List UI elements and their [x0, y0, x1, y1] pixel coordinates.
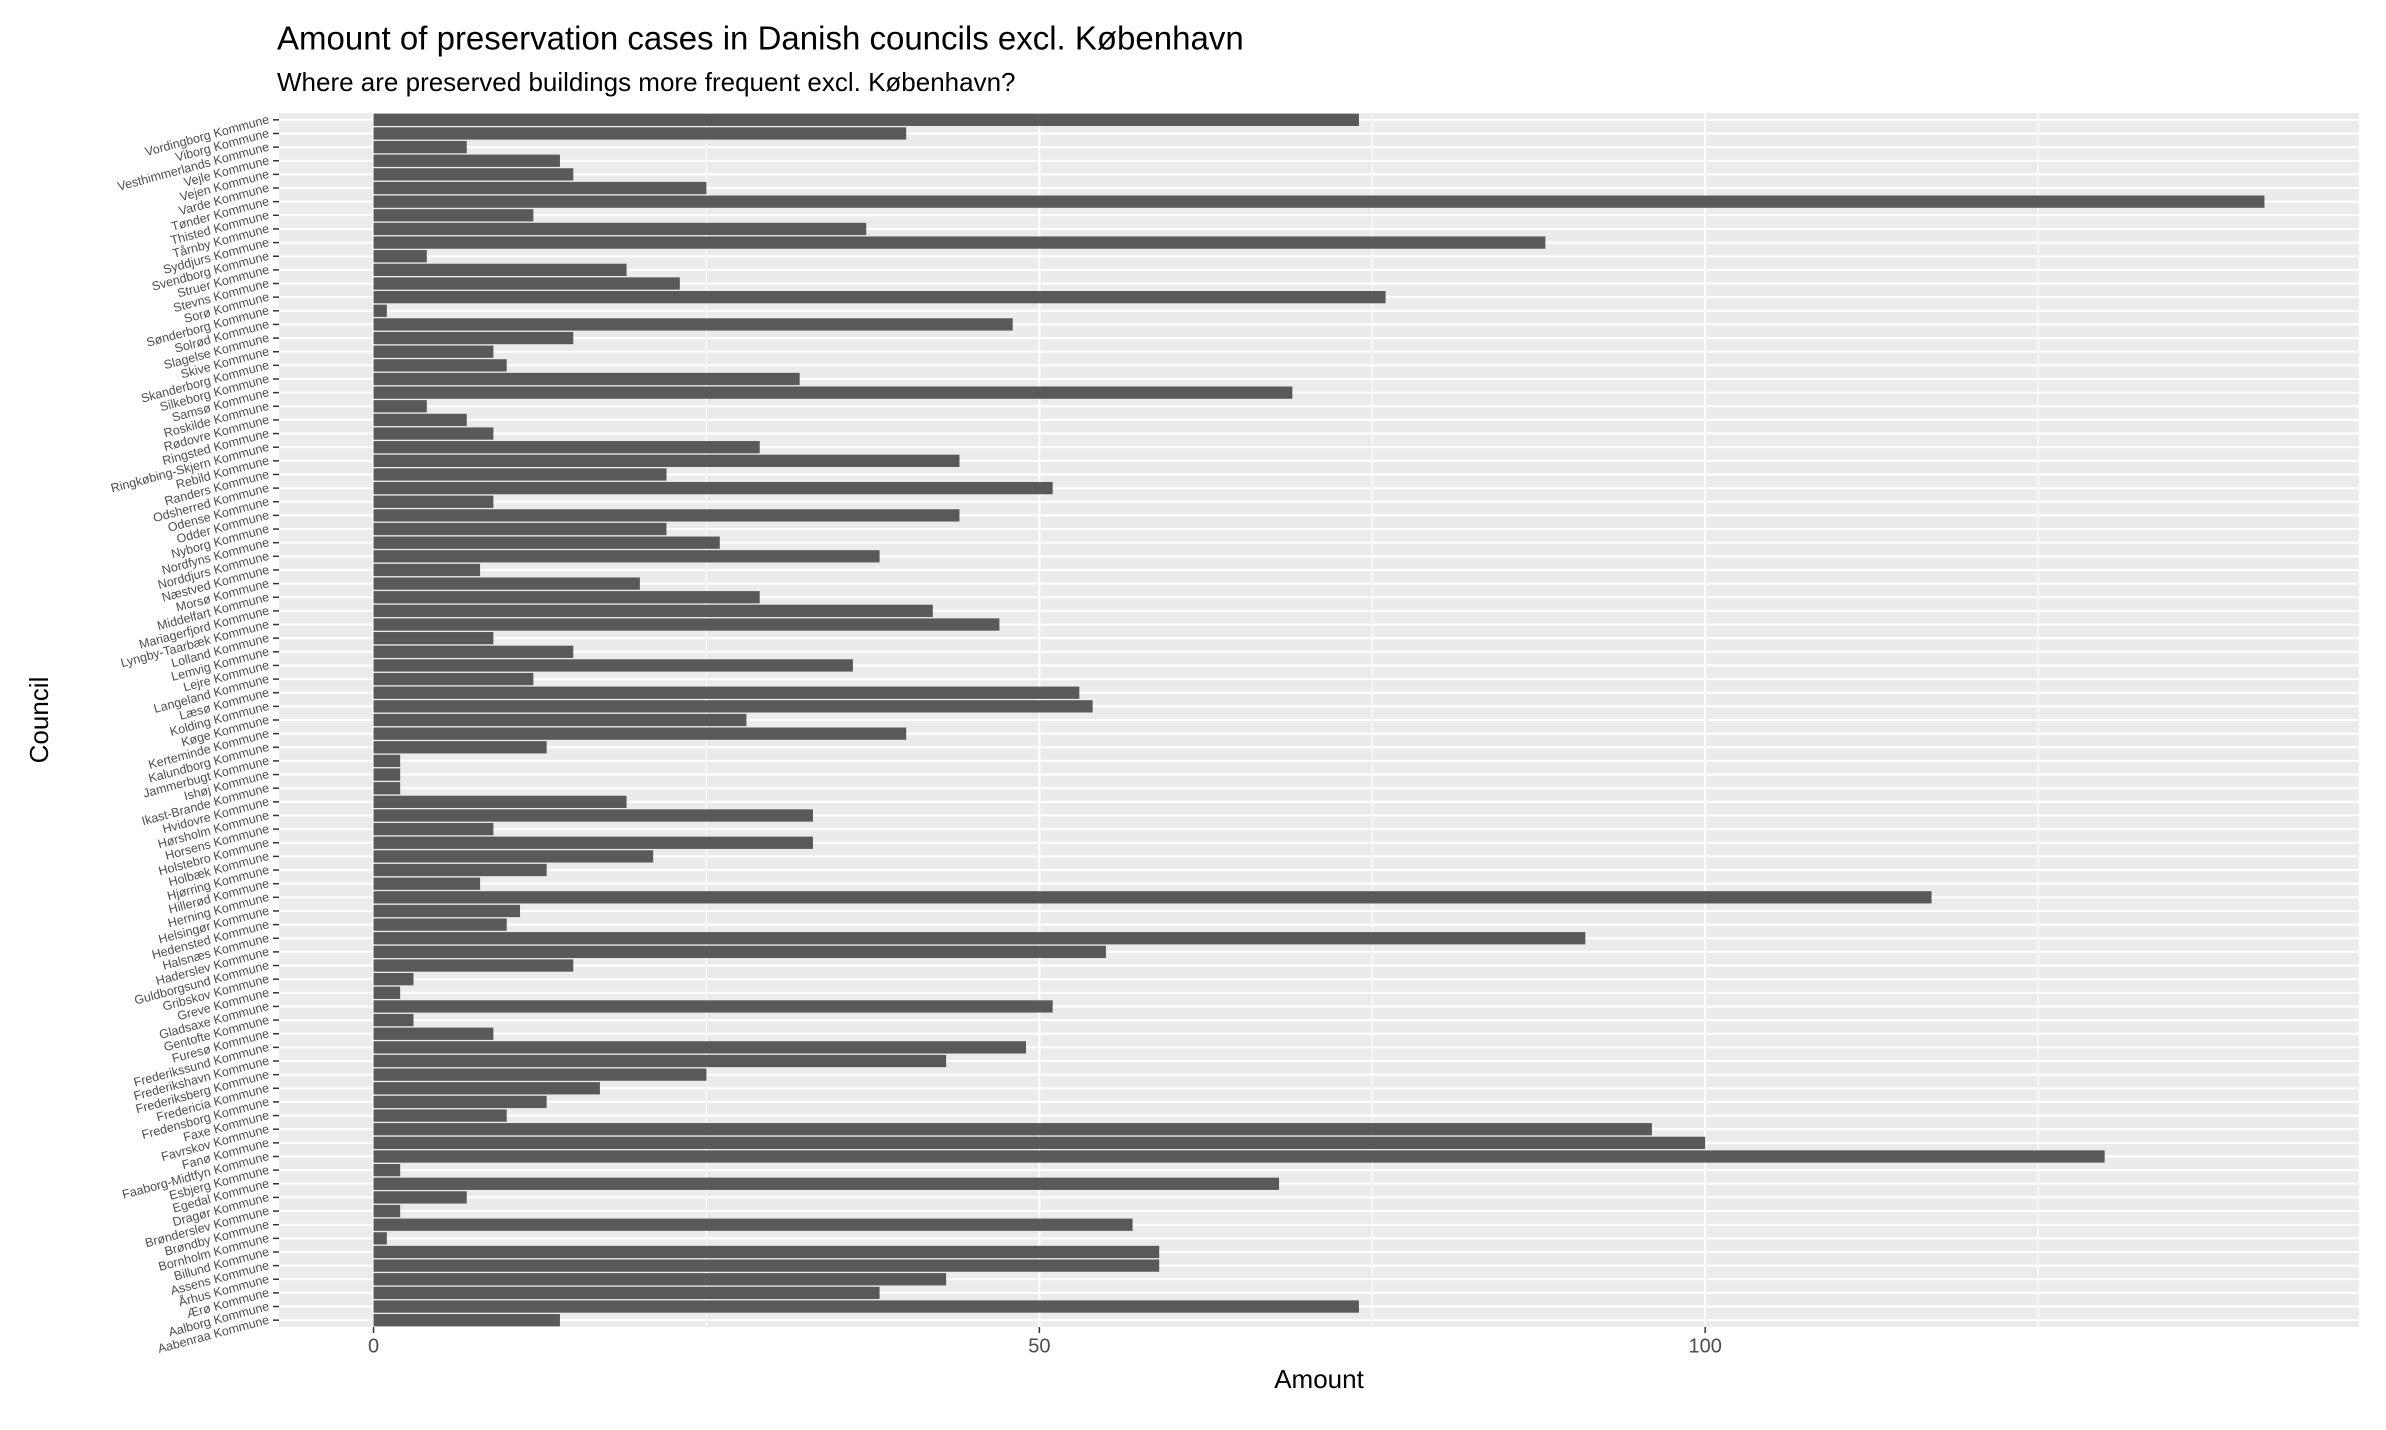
bar	[373, 400, 427, 413]
bar	[373, 1136, 1706, 1149]
bar	[373, 604, 933, 618]
bar	[373, 168, 574, 181]
bar	[373, 850, 654, 863]
bar	[373, 918, 507, 931]
bar	[373, 481, 1053, 495]
bar	[373, 1027, 494, 1040]
bar	[373, 522, 667, 536]
bar	[373, 1177, 1280, 1190]
bar	[373, 222, 867, 236]
bar	[373, 632, 494, 645]
chart-title: Amount of preservation cases in Danish c…	[277, 20, 1244, 57]
bar	[373, 318, 1013, 331]
bar	[373, 1191, 467, 1204]
bar	[373, 427, 494, 440]
x-axis-title: Amount	[1274, 1364, 1364, 1394]
y-axis-title: Council	[24, 677, 54, 764]
x-tick-label: 100	[1688, 1335, 1721, 1357]
bar	[373, 468, 667, 481]
bar	[373, 1204, 401, 1218]
bar	[373, 822, 494, 836]
x-tick-label: 0	[368, 1335, 379, 1357]
bar	[373, 782, 401, 795]
bar	[373, 659, 853, 672]
bar	[373, 372, 800, 386]
bar	[373, 891, 1932, 904]
bar	[373, 959, 574, 972]
bar	[373, 127, 907, 140]
bar	[373, 754, 401, 768]
bar	[373, 1300, 1359, 1313]
chart-subtitle: Where are preserved buildings more frequ…	[277, 67, 1016, 97]
bar	[373, 932, 1586, 945]
bar	[373, 645, 574, 658]
bar	[373, 904, 521, 918]
bar	[373, 877, 481, 890]
bar	[373, 945, 1106, 959]
bar	[373, 1314, 560, 1327]
bar	[373, 263, 627, 277]
bar	[373, 236, 1546, 249]
bar	[373, 973, 414, 986]
bar	[373, 1109, 507, 1122]
bar	[373, 550, 880, 563]
bar	[373, 386, 1293, 399]
bar	[373, 809, 813, 822]
bar	[373, 1150, 2105, 1163]
bar	[373, 454, 960, 467]
bar	[373, 195, 2265, 208]
bar	[373, 713, 747, 727]
bar	[373, 1013, 414, 1027]
bar	[373, 1068, 707, 1081]
bar	[373, 700, 1093, 713]
bar	[373, 140, 467, 154]
bar	[373, 1000, 1053, 1013]
bar	[373, 1245, 1160, 1259]
bar	[373, 1054, 947, 1068]
bar	[373, 863, 547, 877]
bar	[373, 495, 494, 508]
bar	[373, 331, 574, 345]
bar	[373, 768, 401, 781]
bar	[373, 1259, 1160, 1272]
bar	[373, 1163, 401, 1177]
bar	[373, 181, 707, 195]
bar	[373, 1082, 600, 1095]
bar	[373, 345, 494, 358]
bar	[373, 1273, 947, 1286]
bar	[373, 209, 534, 222]
bar	[373, 304, 387, 317]
bar	[373, 277, 680, 290]
bar	[373, 686, 1080, 699]
bar	[373, 618, 1000, 631]
bar	[373, 836, 813, 849]
bar	[373, 986, 401, 999]
bar	[373, 154, 560, 167]
bar	[373, 672, 534, 686]
bar	[373, 577, 640, 590]
bar	[373, 1041, 1027, 1054]
bar	[373, 250, 427, 263]
x-tick-label: 50	[1028, 1335, 1050, 1357]
bar	[373, 1286, 880, 1300]
bar	[373, 591, 760, 604]
bar	[373, 291, 1386, 304]
bar	[373, 1123, 1652, 1136]
bar	[373, 1095, 547, 1109]
bar	[373, 1232, 387, 1245]
bar	[373, 509, 960, 522]
bar	[373, 563, 481, 577]
bar	[373, 113, 1359, 126]
bar	[373, 441, 760, 454]
bar	[373, 536, 720, 549]
bar	[373, 359, 507, 372]
bar	[373, 727, 907, 740]
bar	[373, 741, 547, 754]
bar	[373, 795, 627, 808]
bar	[373, 413, 467, 427]
bar	[373, 1218, 1133, 1231]
